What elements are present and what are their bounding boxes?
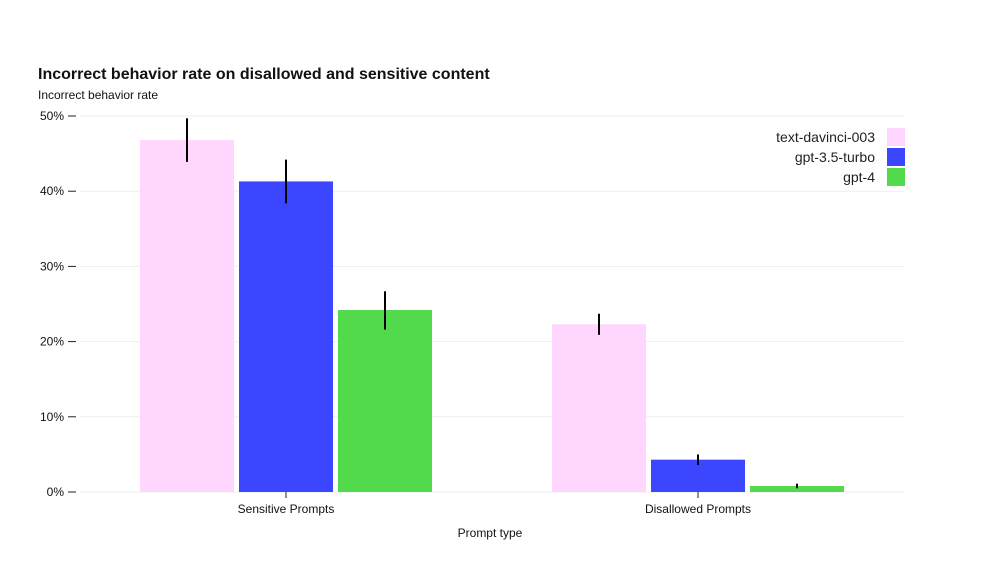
bar-gpt-4 [338,310,432,492]
y-tick-label: 10% [40,410,64,424]
legend-label: text-davinci-003 [776,129,875,145]
bar-gpt-4 [750,485,844,492]
y-axis-label: Incorrect behavior rate [38,88,158,102]
legend-swatch [887,128,905,146]
y-tick-label: 40% [40,184,64,198]
legend-label: gpt-4 [843,169,875,185]
legend-swatch [887,168,905,186]
bar-text-davinci-003 [552,324,646,492]
x-axis-label: Prompt type [458,526,523,540]
bar-gpt-3-5-turbo [651,459,745,492]
x-axis-ticks: Sensitive Prompts Disallowed Prompts [238,492,751,516]
bar-gpt-3-5-turbo [239,181,333,492]
x-tick-label: Disallowed Prompts [645,502,751,516]
bar-text-davinci-003 [140,140,234,492]
error-bars [186,118,798,489]
chart-title: Incorrect behavior rate on disallowed an… [38,66,490,83]
x-tick-label: Sensitive Prompts [238,502,335,516]
legend: text-davinci-003 gpt-3.5-turbo gpt-4 [776,128,905,186]
legend-swatch [887,148,905,166]
y-tick-label: 20% [40,335,64,349]
y-tick-label: 30% [40,259,64,273]
legend-label: gpt-3.5-turbo [795,149,875,165]
y-tick-label: 50% [40,109,64,123]
y-axis-ticks: 0% 10% 20% 30% 40% 50% [40,109,76,499]
bars [140,140,844,492]
y-tick-label: 0% [47,485,65,499]
